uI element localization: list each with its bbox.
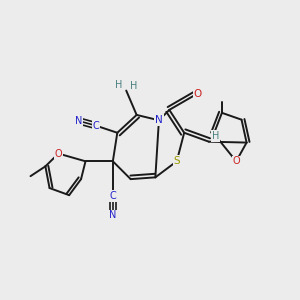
Text: C: C	[92, 121, 99, 130]
Text: H: H	[130, 81, 137, 91]
Text: O: O	[232, 156, 240, 166]
Text: N: N	[155, 115, 163, 125]
Text: N: N	[109, 210, 116, 220]
Text: C: C	[110, 191, 116, 201]
Text: H: H	[212, 131, 219, 141]
Text: O: O	[194, 88, 202, 98]
Text: H: H	[115, 80, 122, 90]
Text: O: O	[55, 148, 62, 159]
Text: S: S	[173, 156, 180, 166]
Text: N: N	[75, 116, 82, 126]
